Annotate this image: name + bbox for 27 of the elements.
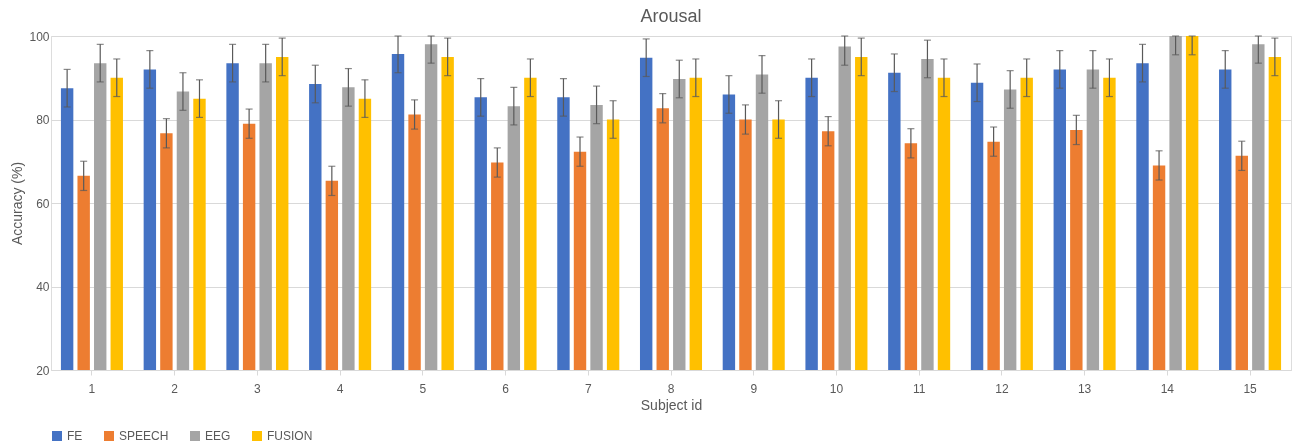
x-tick-label: 13 [1077, 381, 1092, 396]
y-tick-label: 100 [29, 29, 50, 44]
legend-label: SPEECH [119, 429, 169, 443]
x-tick-label: 15 [1243, 381, 1258, 396]
y-tick-label: 40 [36, 280, 50, 294]
y-tick-label: 20 [36, 363, 50, 378]
y-tick-label: 80 [36, 113, 50, 127]
x-tick-label: 2 [171, 381, 179, 396]
x-axis-title: Subject id [640, 396, 703, 413]
x-tick-label: 6 [502, 381, 510, 396]
legend-label: FE [67, 429, 83, 443]
x-tick-label: 7 [584, 381, 592, 396]
x-tick-label: 4 [336, 381, 344, 396]
x-tick-label: 9 [750, 381, 758, 396]
chart-title: Arousal [640, 6, 702, 26]
legend-label: FUSION [267, 429, 313, 443]
x-tick-label: 14 [1160, 381, 1175, 396]
x-tick-label: 8 [667, 381, 675, 396]
x-tick-label: 1 [88, 381, 96, 396]
legend-label: EEG [205, 429, 231, 443]
y-axis-title: Accuracy (%) [9, 161, 26, 246]
x-tick-label: 3 [254, 381, 262, 396]
x-tick-label: 11 [912, 381, 926, 396]
x-tick-label: 12 [995, 381, 1009, 396]
y-tick-label: 60 [36, 196, 50, 211]
x-tick-label: 10 [829, 381, 844, 396]
x-tick-label: 5 [419, 381, 427, 396]
